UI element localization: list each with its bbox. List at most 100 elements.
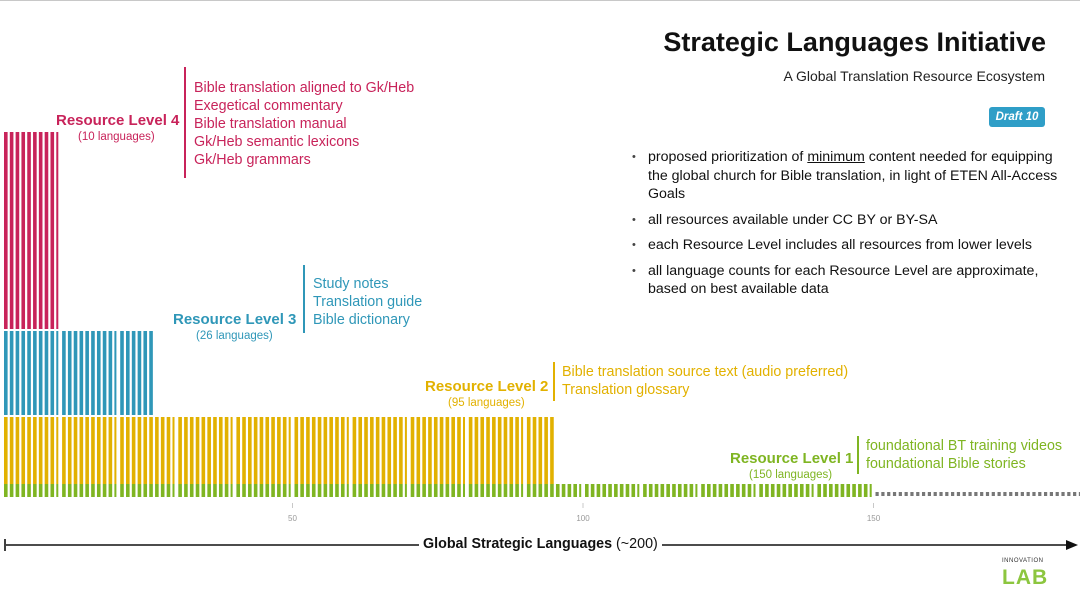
language-bar <box>677 484 682 497</box>
language-bar <box>9 331 14 415</box>
language-bar <box>811 484 814 497</box>
language-bar <box>701 484 705 497</box>
language-bar <box>364 484 368 497</box>
language-bar <box>189 417 194 484</box>
language-bar <box>579 484 582 497</box>
language-bar <box>474 484 479 497</box>
note-item: proposed prioritization of minimum conte… <box>632 148 1062 204</box>
language-bar <box>253 484 258 497</box>
language-bar <box>335 484 339 497</box>
language-bar <box>648 484 653 497</box>
language-bar <box>526 484 531 497</box>
language-bar <box>96 417 101 484</box>
language-bar <box>160 484 165 497</box>
language-bar <box>230 484 233 497</box>
language-bar <box>532 417 537 484</box>
language-bar <box>96 331 101 415</box>
language-bar <box>137 331 142 415</box>
language-bar <box>794 484 798 497</box>
language-bar <box>9 417 14 484</box>
language-bar <box>207 484 211 497</box>
language-bar <box>79 484 84 497</box>
language-bar <box>9 484 14 497</box>
level-4-divider <box>184 67 186 178</box>
language-bar <box>79 417 84 484</box>
language-bar <box>172 484 175 497</box>
note-item: each Resource Level includes all resourc… <box>632 236 1062 255</box>
language-bar <box>340 484 345 497</box>
language-bar <box>253 417 258 484</box>
language-bar <box>155 484 159 497</box>
language-bar <box>445 417 450 484</box>
remaining-language-mark <box>887 492 891 496</box>
language-bar <box>96 484 101 497</box>
language-bar <box>50 132 55 329</box>
level-2-title: Resource Level 2 <box>425 378 549 395</box>
language-bar <box>248 484 252 497</box>
language-bar <box>120 331 124 415</box>
language-bar <box>683 484 688 497</box>
language-bar <box>114 417 117 484</box>
language-bar <box>189 484 194 497</box>
language-bar <box>817 484 822 497</box>
language-bar <box>555 484 560 497</box>
language-bar <box>44 417 49 484</box>
language-bar <box>590 484 595 497</box>
language-bar <box>404 484 407 497</box>
language-bar <box>515 484 519 497</box>
language-bar <box>375 484 380 497</box>
remaining-language-mark <box>1003 492 1007 496</box>
language-bar <box>288 417 291 484</box>
language-bar <box>776 484 781 497</box>
remaining-language-mark <box>945 492 949 496</box>
resource-item: Translation guide <box>313 294 423 310</box>
language-bar <box>27 132 31 329</box>
language-bar <box>91 484 95 497</box>
language-bar <box>155 417 159 484</box>
language-bar <box>73 417 78 484</box>
language-bar <box>329 484 333 497</box>
language-bar <box>306 417 310 484</box>
language-bar <box>108 484 113 497</box>
language-bar <box>218 417 223 484</box>
language-bar <box>445 484 450 497</box>
language-bar <box>38 331 43 415</box>
language-bar <box>521 417 524 484</box>
language-bar <box>259 484 264 497</box>
note-item: all language counts for each Resource Le… <box>632 262 1062 299</box>
language-bar <box>9 132 14 329</box>
language-bar <box>538 417 543 484</box>
language-bar <box>102 484 107 497</box>
language-bar <box>509 484 514 497</box>
language-bar <box>33 417 37 484</box>
language-bar <box>352 417 357 484</box>
language-bar <box>21 331 26 415</box>
language-bar <box>195 484 200 497</box>
remaining-language-mark <box>1009 492 1013 496</box>
language-bar <box>561 484 566 497</box>
language-bar <box>707 484 711 497</box>
resource-item: Bible translation source text (audio pre… <box>562 364 849 380</box>
page-title: Strategic Languages Initiative <box>663 27 1046 57</box>
language-bar <box>79 331 84 415</box>
language-bar <box>311 484 316 497</box>
language-bar <box>213 484 217 497</box>
language-bar <box>730 484 734 497</box>
language-bar <box>137 484 142 497</box>
language-bar <box>770 484 775 497</box>
language-bar <box>50 331 55 415</box>
language-bar <box>550 484 554 497</box>
remaining-language-mark <box>881 492 885 496</box>
resource-item: Bible translation manual <box>194 116 347 132</box>
language-bar <box>765 484 769 497</box>
language-bar <box>393 417 397 484</box>
level-1-divider <box>857 436 859 474</box>
language-bar <box>149 417 153 484</box>
language-bar <box>50 417 55 484</box>
notes-list: proposed prioritization of minimum conte… <box>632 148 1062 306</box>
language-bar <box>67 331 72 415</box>
language-bar <box>277 484 281 497</box>
remaining-language-mark <box>956 492 961 496</box>
resource-item: Bible dictionary <box>313 312 410 328</box>
language-bar <box>201 417 206 484</box>
